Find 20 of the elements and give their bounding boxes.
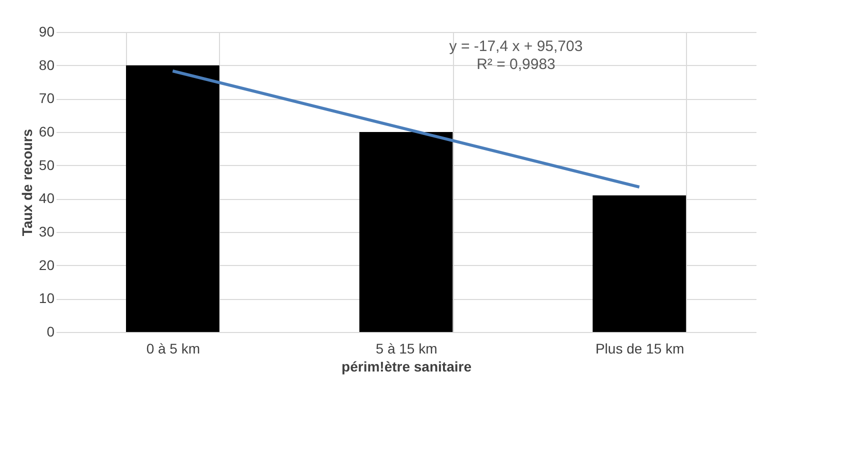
y-tick-label: 60 bbox=[38, 124, 55, 140]
y-tick-label: 90 bbox=[38, 24, 55, 40]
y-tick-label: 0 bbox=[46, 324, 55, 340]
x-tick-label: Plus de 15 km bbox=[595, 340, 684, 356]
y-tick-label: 20 bbox=[38, 256, 55, 273]
y-tick-label: 70 bbox=[38, 90, 55, 106]
y-axis-title: Taux de recours bbox=[18, 128, 35, 236]
annotation: R² = 0,9983 bbox=[476, 56, 556, 73]
bar bbox=[592, 195, 686, 332]
bar bbox=[126, 65, 220, 332]
x-tick-label: 0 à 5 km bbox=[146, 340, 200, 356]
annotation: y = -17,4 x + 95,703 bbox=[449, 38, 583, 55]
x-axis-title: périm!ètre sanitaire bbox=[342, 358, 472, 374]
y-tick-label: 30 bbox=[38, 224, 55, 240]
x-tick-label: 5 à 15 km bbox=[376, 340, 438, 356]
bar bbox=[359, 132, 453, 332]
y-tick-label: 10 bbox=[38, 290, 55, 306]
y-tick-label: 50 bbox=[38, 156, 55, 173]
y-tick-label: 40 bbox=[38, 190, 55, 206]
y-tick-label: 80 bbox=[38, 56, 55, 73]
